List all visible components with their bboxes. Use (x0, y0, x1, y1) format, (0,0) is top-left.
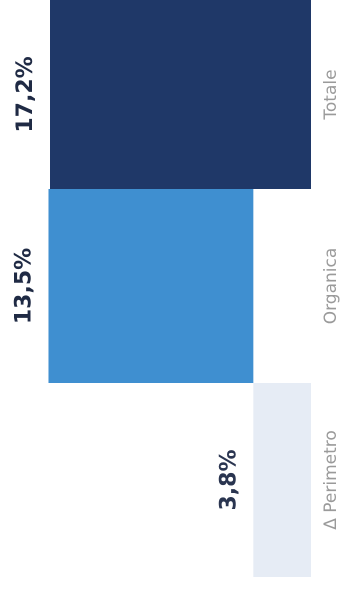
value-label-1: 3,8% (216, 449, 241, 510)
category-label-2: Organica (321, 248, 341, 325)
category-label-1: Δ Perimetro (321, 430, 341, 530)
bar-1 (253, 383, 311, 577)
value-labels-group: 3,8% 13,5% 17,2% (11, 56, 241, 510)
bar-2 (48, 189, 254, 383)
value-label-3: 17,2% (13, 56, 38, 132)
bar-3 (50, 0, 311, 189)
category-label-3: Totale (321, 69, 341, 120)
category-labels-group: Δ Perimetro Organica Totale (321, 69, 341, 529)
bars-group (48, 0, 311, 577)
value-label-2: 13,5% (11, 248, 36, 324)
